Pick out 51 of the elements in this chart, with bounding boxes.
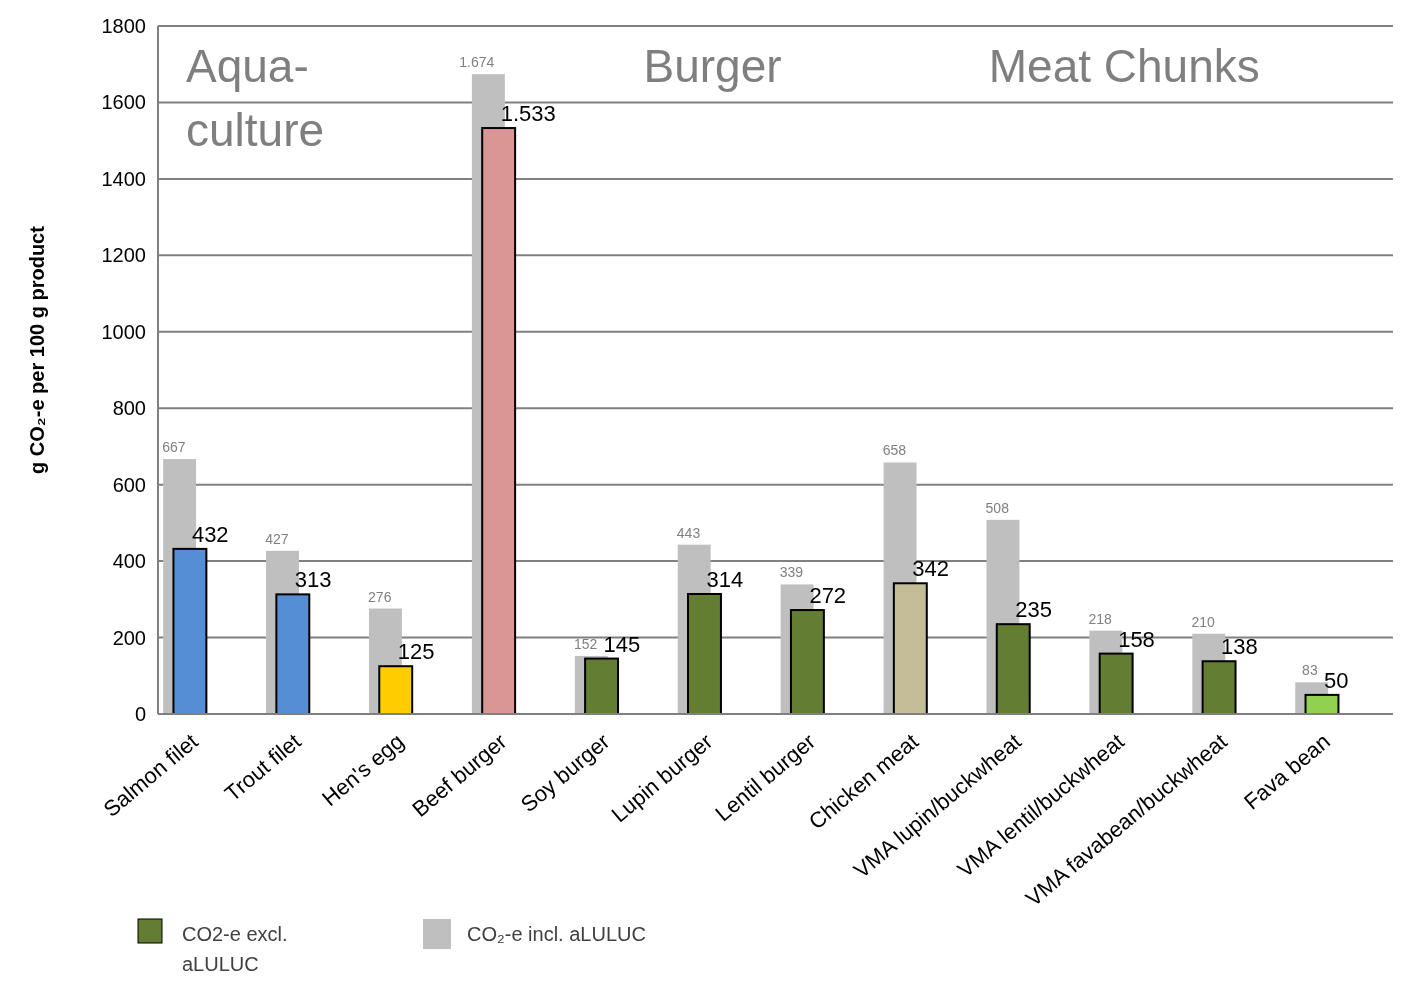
data-label: 443 <box>676 524 701 541</box>
data-label: 138 <box>1221 634 1258 660</box>
legend-label: CO2-e excl. aLULUC <box>182 923 288 975</box>
bar <box>378 665 414 715</box>
y-tick-label: 1400 <box>101 167 146 190</box>
y-tick-label: 200 <box>112 626 146 649</box>
annotation: Burger <box>643 40 782 92</box>
y-tick-label: 1000 <box>101 320 146 343</box>
bar <box>789 609 825 715</box>
bar <box>892 582 928 715</box>
data-label: 158 <box>1118 626 1155 652</box>
bar <box>995 623 1031 715</box>
data-label: 145 <box>603 631 641 657</box>
data-label: 83 <box>1302 662 1318 679</box>
y-tick-label: 1800 <box>101 15 146 37</box>
y-tick-label: 0 <box>134 703 146 725</box>
legend-label: CO₂-e incl. aLULUC <box>467 923 646 945</box>
y-tick-label: 1200 <box>101 244 146 267</box>
data-label: 427 <box>265 530 289 547</box>
data-label: 314 <box>706 566 744 592</box>
y-tick-label: 600 <box>112 473 146 496</box>
data-label: 658 <box>882 442 907 459</box>
data-label: 313 <box>294 567 332 593</box>
y-tick-label: 800 <box>112 397 146 420</box>
y-axis-title: g CO₂-e per 100 g product <box>26 225 48 474</box>
bar <box>687 592 722 715</box>
data-label: 667 <box>162 439 186 456</box>
bar <box>584 657 620 715</box>
bar <box>1201 660 1237 715</box>
data-label: 432 <box>191 521 229 547</box>
bar <box>275 593 311 715</box>
data-label: 50 <box>1323 667 1349 693</box>
data-label: 125 <box>397 639 435 665</box>
data-label: 235 <box>1015 597 1052 623</box>
annotation: Meat Chunks <box>988 40 1260 92</box>
y-tick-label: 1600 <box>101 91 146 114</box>
data-label: 276 <box>368 588 392 605</box>
data-label: 272 <box>809 583 847 609</box>
data-label: 218 <box>1088 610 1113 627</box>
data-label: 1.674 <box>459 54 495 71</box>
data-label: 152 <box>573 635 598 652</box>
data-label: 508 <box>985 499 1010 516</box>
data-label: 342 <box>912 556 950 582</box>
data-label: 1.533 <box>500 101 556 127</box>
y-tick-label: 400 <box>112 550 146 573</box>
data-label: 210 <box>1191 613 1215 630</box>
data-label: 339 <box>779 564 804 581</box>
bar <box>172 547 208 715</box>
bar <box>1098 652 1134 715</box>
bar <box>481 127 517 715</box>
annotation: Aqua-culture <box>186 40 325 156</box>
